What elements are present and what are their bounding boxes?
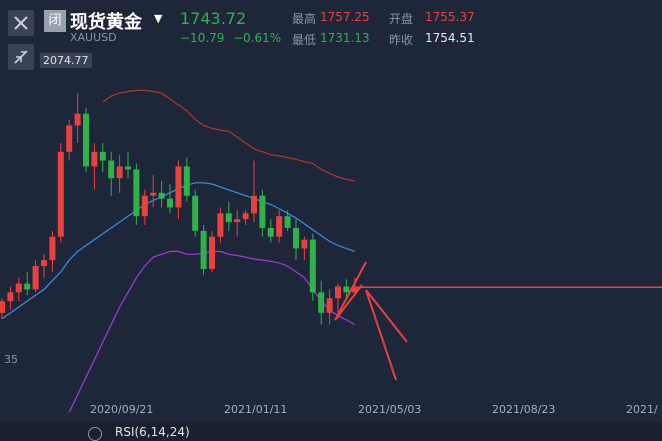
- collapse-icon: [14, 50, 28, 64]
- settings-icon[interactable]: [88, 427, 102, 441]
- candle-body: [15, 283, 22, 293]
- x-label: 2021/08/23: [492, 403, 556, 416]
- candle-body: [175, 166, 182, 208]
- candle-body: [251, 195, 257, 214]
- instrument-name[interactable]: 现货黄金: [70, 12, 142, 33]
- candle-body: [301, 239, 308, 249]
- candle-body: [91, 151, 98, 167]
- candle-body: [83, 113, 89, 167]
- x-label: 2021/05/03: [358, 403, 422, 416]
- stat-label: 昨收: [389, 33, 414, 47]
- x-label: 2020/09/21: [90, 403, 154, 416]
- candle-body: [183, 166, 190, 196]
- candle-body: [225, 213, 232, 223]
- dropdown-caret[interactable]: ▼: [154, 12, 163, 25]
- candle-body: [150, 192, 157, 196]
- stat-label: 最低: [292, 33, 317, 47]
- candle-body: [209, 236, 215, 269]
- candle-body: [217, 213, 224, 237]
- candle-body: [116, 166, 123, 179]
- candle-body: [0, 301, 5, 313]
- candle-body: [242, 213, 249, 220]
- arrows: [334, 261, 408, 381]
- status-badge: 闭: [44, 10, 66, 32]
- candle-body: [335, 286, 341, 299]
- candle-body: [24, 283, 31, 290]
- candle-body: [351, 287, 358, 293]
- candle-body: [200, 230, 207, 269]
- candle-body: [32, 266, 39, 290]
- indicator-bar: [0, 422, 662, 441]
- stat-value: 1731.13: [320, 31, 370, 45]
- candle-body: [66, 125, 73, 152]
- change-pct: −0.61%: [233, 31, 282, 45]
- marks: [0, 89, 662, 413]
- candle-body: [108, 160, 115, 179]
- arrow: [334, 261, 367, 321]
- arrow: [365, 289, 408, 343]
- stat-value: 1757.25: [320, 10, 370, 24]
- high-label: 2074.77: [40, 53, 92, 68]
- x-label: 2021/: [626, 403, 658, 416]
- candle-body: [49, 236, 56, 261]
- candle-body: [267, 227, 274, 237]
- candle-body: [141, 195, 148, 217]
- candle-body: [309, 239, 316, 293]
- candle-body: [276, 216, 283, 237]
- candle-body: [41, 260, 47, 266]
- candle-body: [284, 216, 291, 228]
- price: 1743.72: [180, 9, 247, 28]
- stat-label: 最高: [292, 12, 317, 26]
- candle-body: [192, 195, 199, 231]
- collapse-button[interactable]: [8, 44, 34, 70]
- arrow: [334, 284, 363, 321]
- candle-body: [167, 198, 173, 208]
- stat-label: 开盘: [389, 12, 414, 26]
- candle-body: [318, 292, 325, 313]
- candle-body: [343, 286, 350, 293]
- candle-body: [234, 219, 241, 223]
- candle-body: [133, 169, 140, 217]
- stat-value: 1754.51: [425, 31, 475, 45]
- symbol: XAUUSD: [70, 31, 117, 44]
- close-button[interactable]: [8, 10, 34, 36]
- candle-body: [57, 151, 64, 237]
- candle-body: [7, 292, 14, 302]
- candle-body: [99, 151, 106, 161]
- candle-body: [259, 195, 266, 228]
- axis-label: 35: [4, 353, 18, 366]
- candle-body: [125, 166, 131, 170]
- band-line: [102, 89, 355, 182]
- candle-body: [326, 298, 333, 313]
- stat-value: 1755.37: [425, 10, 475, 24]
- candle-body: [293, 227, 299, 249]
- candle-body: [74, 113, 81, 126]
- change: −10.79: [180, 31, 225, 45]
- indicator-label[interactable]: RSI(6,14,24): [115, 425, 190, 439]
- arrow: [365, 289, 397, 381]
- close-icon: [14, 16, 28, 30]
- candle-body: [158, 192, 165, 199]
- x-label: 2021/01/11: [224, 403, 288, 416]
